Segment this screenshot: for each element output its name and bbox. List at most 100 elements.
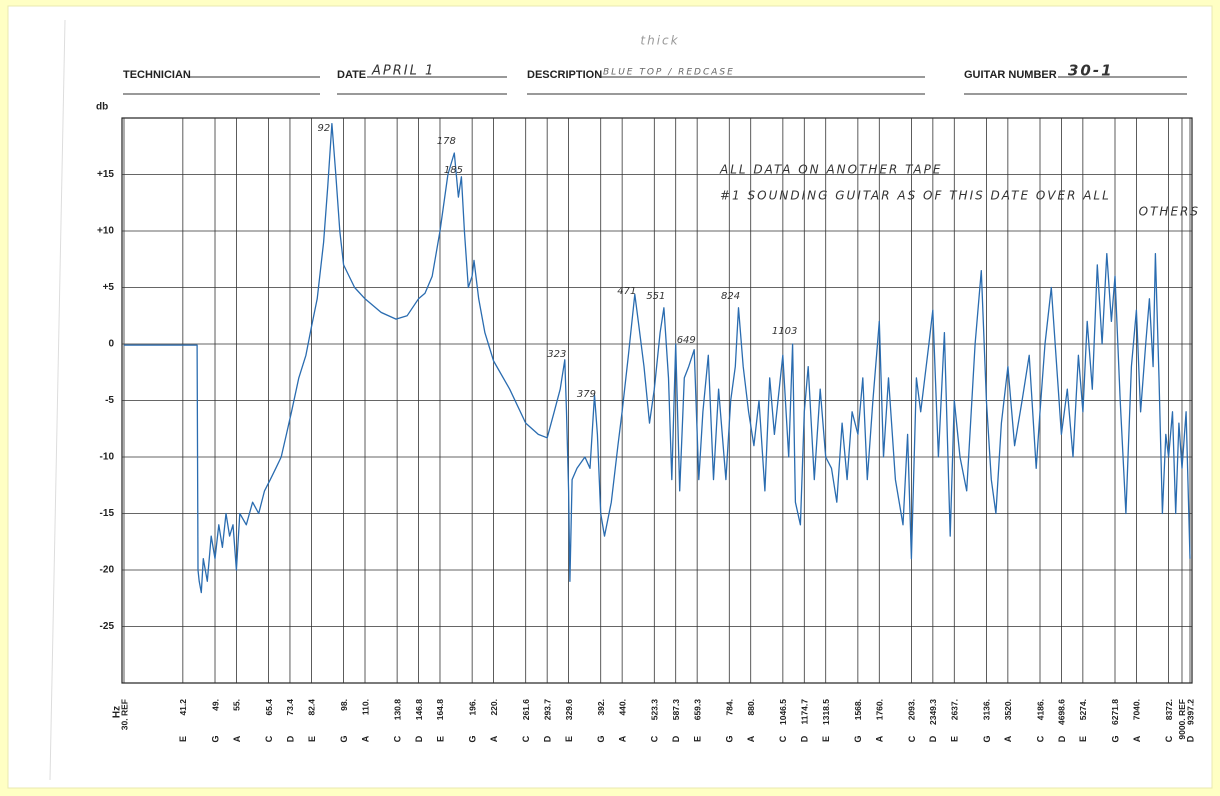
x-note-label: E <box>693 736 703 742</box>
x-tick-label: 6271.8 <box>1110 699 1120 725</box>
x-tick-label: 587.3 <box>671 699 681 721</box>
y-tick-label: 0 <box>108 339 114 350</box>
description: BLUE TOP / REDCASE <box>603 68 735 78</box>
x-note-label: G <box>468 735 478 742</box>
x-note-label: D <box>1185 735 1195 742</box>
date-label: DATE <box>337 69 366 81</box>
x-tick-label: 1174.7 <box>800 699 810 725</box>
x-note-label: C <box>393 735 403 742</box>
x-tick-label: 2349.3 <box>928 699 938 725</box>
x-note-label: C <box>907 735 917 742</box>
x-tick-label: 880. <box>746 699 756 716</box>
x-tick-label: 9397.2 <box>1185 699 1195 725</box>
technician-label: TECHNICIAN <box>123 69 191 81</box>
x-note-label: A <box>875 735 885 742</box>
x-note-label: C <box>521 735 531 742</box>
x-note-label: D <box>1057 735 1067 742</box>
x-note-label: A <box>1132 735 1142 742</box>
x-note-label: D <box>543 735 553 742</box>
y-axis-label: db <box>96 102 108 113</box>
peak-label: 551 <box>646 291 665 302</box>
x-note-label: D <box>414 735 424 742</box>
y-tick-label: +5 <box>103 282 115 293</box>
x-note-label: G <box>210 735 220 742</box>
x-tick-label: 4698.6 <box>1057 699 1067 725</box>
y-tick-label: -5 <box>105 395 114 406</box>
x-note-label: G <box>1110 735 1120 742</box>
x-note-label: C <box>264 735 274 742</box>
x-tick-label: 7040. <box>1132 699 1142 720</box>
x-note-label: G <box>596 735 606 742</box>
x-note-label: G <box>725 735 735 742</box>
x-note-label: C <box>1035 735 1045 742</box>
x-tick-label: 261.6 <box>521 699 531 721</box>
x-note-label: E <box>564 736 574 742</box>
x-tick-label: 784. <box>725 699 735 716</box>
x-tick-label: 49. <box>210 699 220 711</box>
x-tick-label: 146.8 <box>414 699 424 721</box>
x-tick-label: 164.8 <box>435 699 445 721</box>
x-note-label: E <box>950 736 960 742</box>
y-tick-label: +15 <box>97 169 114 180</box>
x-tick-label: 4186. <box>1035 699 1045 720</box>
y-tick-label: -10 <box>100 452 115 463</box>
x-tick-label: 3136. <box>982 699 992 720</box>
peak-label: 92 <box>317 123 330 134</box>
description-label: DESCRIPTION <box>527 69 602 81</box>
x-tick-label: 1568. <box>853 699 863 720</box>
x-note-label: E <box>1078 736 1088 742</box>
x-note-label: E <box>178 736 188 742</box>
x-tick-label: 3520. <box>1003 699 1013 720</box>
guitar-number-label: GUITAR NUMBER <box>964 69 1057 81</box>
x-tick-label: 5274. <box>1078 699 1088 720</box>
x-note-label: C <box>650 735 660 742</box>
x-tick-label: 659.3 <box>692 699 702 721</box>
x-note-label: C <box>1164 735 1174 742</box>
annotation: #1 SOUNDING GUITAR AS OF THIS DATE OVER … <box>720 189 1111 203</box>
y-tick-label: +10 <box>97 226 114 237</box>
x-note-label: E <box>821 736 831 742</box>
x-tick-label: 41.2 <box>178 699 188 716</box>
annotation: ALL DATA ON ANOTHER TAPE <box>719 163 942 177</box>
y-tick-label: -25 <box>100 621 115 632</box>
x-note-label: A <box>232 735 242 742</box>
peak-label: 185 <box>444 165 463 176</box>
x-note-label: A <box>489 735 499 742</box>
x-tick-label: 30. REF <box>119 699 129 730</box>
x-tick-label: 196. <box>467 699 477 716</box>
x-tick-label: 440. <box>617 699 627 716</box>
x-note-label: D <box>800 735 810 742</box>
y-tick-label: -15 <box>100 508 115 519</box>
annotation: OTHERS <box>1139 205 1200 219</box>
note: thick <box>640 34 679 48</box>
x-tick-label: 1318.5 <box>821 699 831 725</box>
x-tick-label: 1046.5 <box>778 699 788 725</box>
x-tick-label: 55. <box>232 699 242 711</box>
x-note-label: A <box>1003 735 1013 742</box>
x-note-label: A <box>360 735 370 742</box>
peak-label: 178 <box>437 136 456 147</box>
guitar-number: 30-1 <box>1068 62 1114 80</box>
x-note-label: G <box>853 735 863 742</box>
peak-label: 323 <box>547 349 566 360</box>
date: APRIL 1 <box>371 64 435 79</box>
x-axis-label: Hz <box>112 706 123 718</box>
x-tick-label: 9000. REF <box>1177 699 1187 740</box>
x-tick-label: 329.6 <box>564 699 574 721</box>
x-tick-label: 2637. <box>950 699 960 720</box>
paper <box>7 5 1213 789</box>
x-note-label: E <box>435 736 445 742</box>
x-note-label: E <box>307 736 317 742</box>
x-note-label: A <box>746 735 756 742</box>
peak-label: 649 <box>677 335 696 346</box>
x-tick-label: 1760. <box>875 699 885 720</box>
fold-line <box>49 19 66 781</box>
x-tick-label: 392. <box>596 699 606 716</box>
x-note-label: G <box>339 735 349 742</box>
x-tick-label: 293.7 <box>542 699 552 721</box>
x-note-label: D <box>671 735 681 742</box>
peak-label: 824 <box>721 291 740 302</box>
x-tick-label: 65.4 <box>264 699 274 716</box>
peak-label: 1103 <box>772 326 797 337</box>
x-note-label: A <box>618 735 628 742</box>
